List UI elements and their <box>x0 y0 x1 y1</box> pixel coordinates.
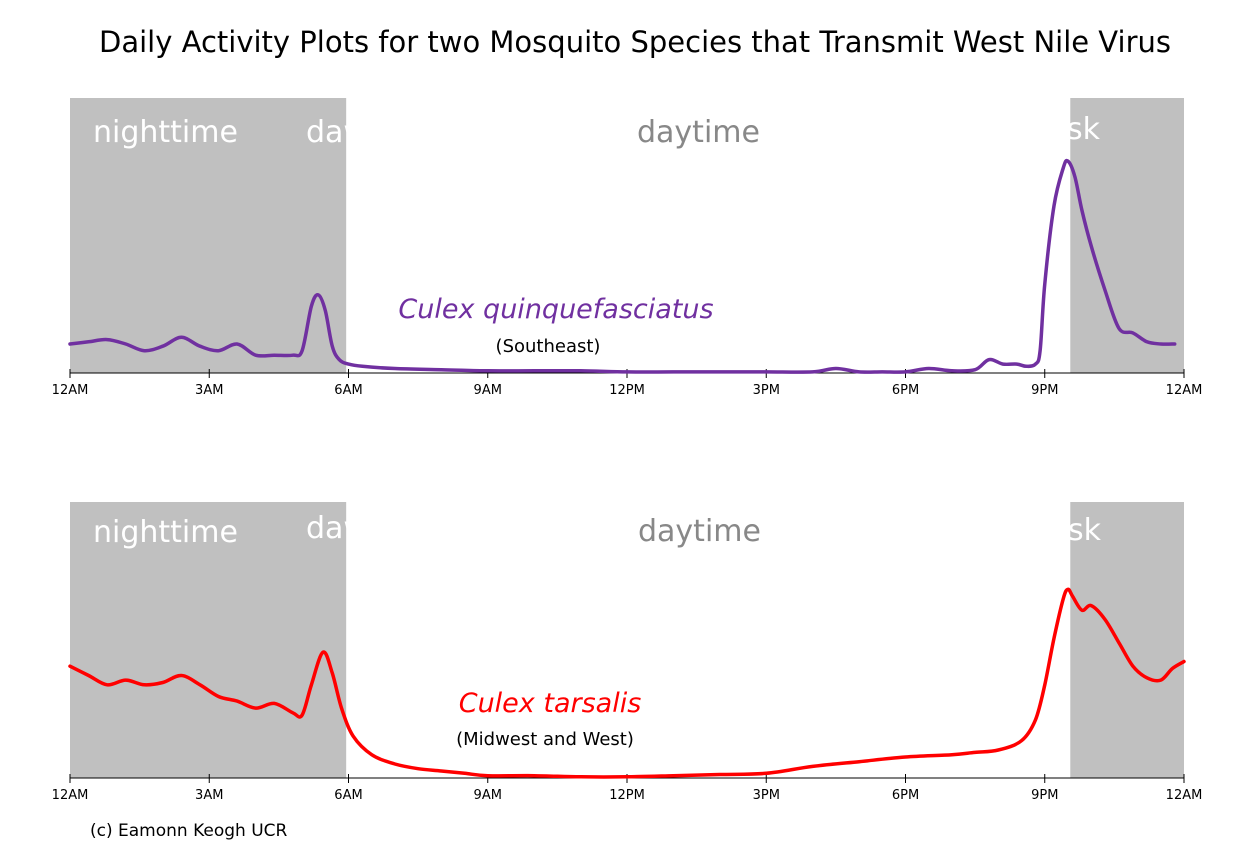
x-tick-label: 9PM <box>1031 788 1058 803</box>
region-label-dawn: dawn <box>306 115 387 150</box>
activity-series-line <box>68 158 1177 374</box>
series-label-range: (Southeast) <box>496 336 601 357</box>
x-tick-label: 12AM <box>1166 383 1203 398</box>
x-tick-label: 3PM <box>753 383 780 398</box>
region-label-daytime: daytime <box>637 115 760 150</box>
series-label-species: Culex tarsalis <box>459 688 642 719</box>
night-shade-region <box>70 98 347 373</box>
region-label-nighttime: nighttime <box>93 115 238 150</box>
dusk-shade-region <box>1070 502 1184 778</box>
x-tick-label: 12PM <box>609 383 645 398</box>
x-tick-label: 3AM <box>195 788 223 803</box>
x-tick-label: 9AM <box>474 788 502 803</box>
chart-panel-tarsalis: nighttime dawn daytime dusk 12AM 3AM 6AM 9A… <box>52 502 1203 803</box>
x-tick-label: 12AM <box>52 383 89 398</box>
x-tick-label: 12AM <box>52 788 89 803</box>
x-tick-label: 6PM <box>892 383 919 398</box>
region-label-dusk: dusk <box>1029 112 1101 147</box>
region-label-nighttime: nighttime <box>93 515 238 550</box>
x-tick-label: 12AM <box>1166 788 1203 803</box>
x-tick-label: 9PM <box>1031 383 1058 398</box>
series-label-range: (Midwest and West) <box>456 729 634 750</box>
region-label-dusk: dusk <box>1030 513 1102 548</box>
x-tick-label: 3PM <box>753 788 780 803</box>
x-tick-label: 6PM <box>892 788 919 803</box>
region-label-dawn: dawn <box>306 511 387 546</box>
series-label-species: Culex quinquefasciatus <box>398 294 713 325</box>
x-tick-label: 6AM <box>334 788 362 803</box>
chart-panel-quinquefasciatus: nighttime dawn daytime dusk 12AM 3AM 6AM 9A… <box>52 98 1203 398</box>
x-tick-label: 3AM <box>195 383 223 398</box>
x-tick-label: 9AM <box>474 383 502 398</box>
activity-series-line <box>68 587 1186 779</box>
night-shade-region <box>70 502 347 778</box>
copyright-credit: (c) Eamonn Keogh UCR <box>90 821 288 841</box>
x-tick-label: 6AM <box>334 383 362 398</box>
x-tick-label: 12PM <box>609 788 645 803</box>
figure-title: Daily Activity Plots for two Mosquito Sp… <box>99 25 1171 59</box>
region-label-daytime: daytime <box>638 514 761 549</box>
